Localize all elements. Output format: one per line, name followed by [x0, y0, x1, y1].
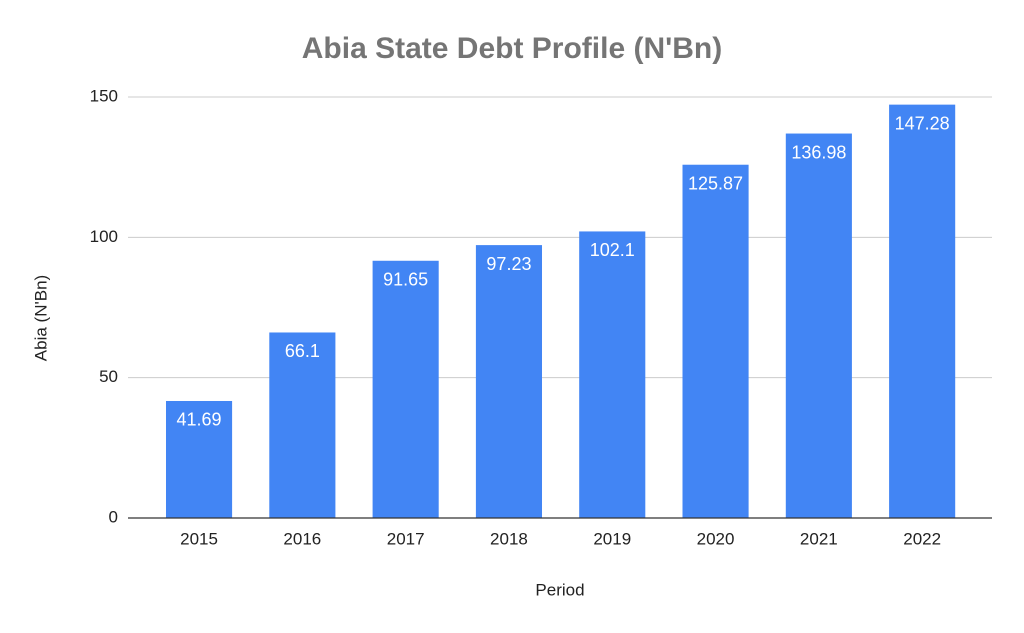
data-label: 41.69: [177, 410, 222, 430]
y-tick-label: 150: [90, 86, 118, 105]
x-tick-label: 2015: [180, 529, 218, 548]
bar: [682, 164, 749, 519]
data-label: 97.23: [486, 254, 531, 274]
bar: [579, 231, 646, 518]
x-tick-label: 2021: [800, 529, 838, 548]
x-tick-label: 2018: [490, 529, 528, 548]
x-tick-label: 2017: [387, 529, 425, 548]
x-axis-label: Period: [535, 580, 584, 599]
data-label: 91.65: [383, 270, 428, 290]
x-tick-label: 2016: [283, 529, 321, 548]
x-tick-label: 2020: [697, 529, 735, 548]
y-tick-label: 100: [90, 227, 118, 246]
bar: [889, 104, 956, 519]
bar: [372, 260, 439, 518]
data-label: 136.98: [791, 142, 846, 162]
bar: [475, 245, 543, 519]
x-tick-label: 2022: [903, 529, 941, 548]
y-tick-label: 50: [99, 367, 118, 386]
x-tick-label: 2019: [593, 529, 631, 548]
bar: [785, 133, 852, 519]
y-axis-label: Abia (N'Bn): [31, 275, 50, 361]
data-label: 102.1: [590, 240, 635, 260]
bar: [269, 332, 336, 518]
data-label: 66.1: [285, 341, 320, 361]
data-label: 125.87: [688, 173, 743, 193]
chart-title: Abia State Debt Profile (N'Bn): [302, 32, 723, 65]
y-tick-label: 0: [109, 507, 118, 526]
bar: [165, 400, 233, 518]
data-label: 147.28: [895, 113, 950, 133]
